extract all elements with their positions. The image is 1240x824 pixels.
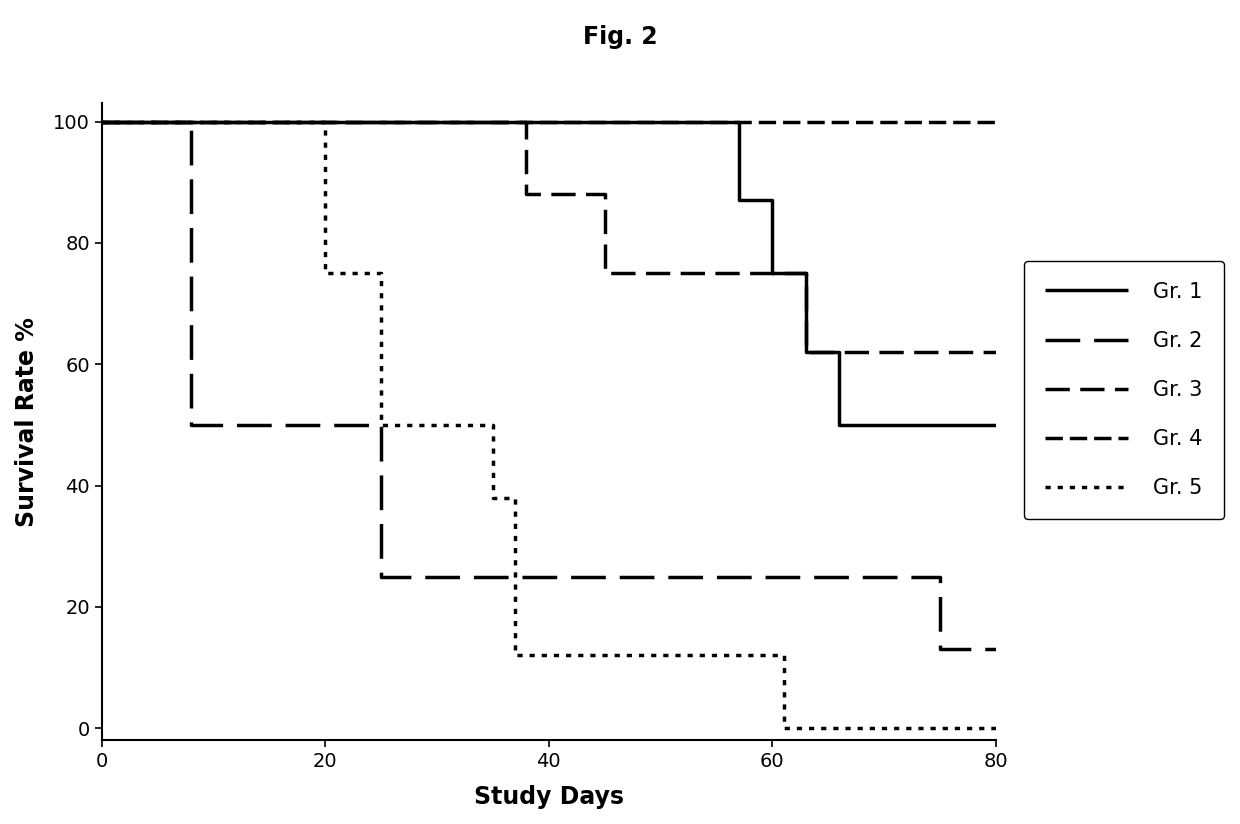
Text: Fig. 2: Fig. 2: [583, 25, 657, 49]
X-axis label: Study Days: Study Days: [474, 785, 624, 809]
Legend: Gr. 1, Gr. 2, Gr. 3, Gr. 4, Gr. 5: Gr. 1, Gr. 2, Gr. 3, Gr. 4, Gr. 5: [1024, 261, 1224, 519]
Y-axis label: Survival Rate %: Survival Rate %: [15, 317, 38, 527]
